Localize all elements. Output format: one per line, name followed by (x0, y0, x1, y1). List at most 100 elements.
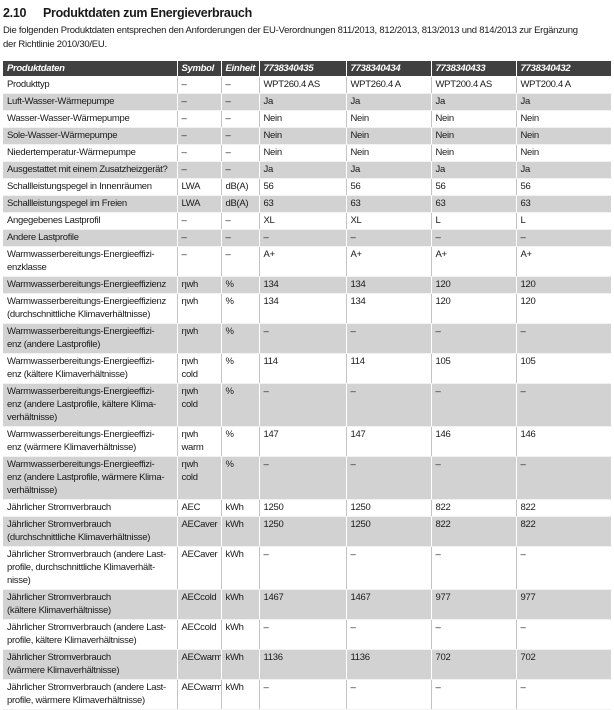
table-row: Warmwasserbereitungs-Energieeffizienz (d… (3, 293, 611, 324)
symbol-cell: AECwarm (176, 679, 221, 710)
symbol-cell: – (176, 76, 221, 94)
symbol-cell: ηwh cold (176, 456, 221, 500)
value-cell: 56 (345, 178, 431, 196)
row-label-cell: Andere Lastprofile (3, 229, 177, 247)
symbol-cell: – (176, 212, 221, 230)
value-cell: – (430, 323, 516, 354)
value-cell: 63 (515, 195, 611, 213)
value-cell: Nein (515, 144, 611, 162)
unit-cell: kWh (220, 589, 259, 620)
table-row: Warmwasserbereitungs-Energieeffizi- enz … (3, 383, 611, 427)
value-cell: 120 (515, 276, 611, 294)
symbol-cell: ηwh cold (176, 353, 221, 384)
value-cell: 822 (430, 499, 516, 517)
unit-cell: – (220, 76, 259, 94)
value-cell: – (258, 383, 346, 427)
unit-cell: kWh (220, 679, 259, 710)
symbol-cell: LWA (176, 178, 221, 196)
value-cell: Nein (258, 127, 346, 145)
column-header-symbol: Symbol (176, 60, 221, 77)
value-cell: – (258, 546, 346, 590)
value-cell: – (345, 546, 431, 590)
symbol-cell: AECwarm (176, 649, 221, 680)
value-cell: 146 (515, 426, 611, 457)
value-cell: WPT200.4 A (515, 76, 611, 94)
value-cell: Nein (345, 110, 431, 128)
value-cell: 56 (515, 178, 611, 196)
value-cell: 147 (258, 426, 346, 457)
value-cell: 56 (430, 178, 516, 196)
value-cell: – (515, 679, 611, 710)
row-label-cell: Produkttyp (3, 76, 177, 94)
value-cell: 146 (430, 426, 516, 457)
value-cell: 1250 (345, 499, 431, 517)
value-cell: Nein (515, 127, 611, 145)
value-cell: 120 (515, 293, 611, 324)
unit-cell: % (220, 276, 259, 294)
row-label-cell: Schallleistungspegel in Innenräumen (3, 178, 177, 196)
value-cell: Nein (430, 110, 516, 128)
table-row: Sole-Wasser-Wärmepumpe – – Nein Nein Nei… (3, 127, 611, 145)
value-cell: Ja (515, 93, 611, 111)
value-cell: 822 (515, 516, 611, 547)
value-cell: WPT260.4 AS (258, 76, 346, 94)
symbol-cell: – (176, 93, 221, 111)
table-row: Jährlicher Stromverbrauch (andere Last- … (3, 679, 611, 710)
value-cell: Ja (430, 93, 516, 111)
unit-cell: – (220, 212, 259, 230)
value-cell: 1136 (258, 649, 346, 680)
table-row: Produkttyp – – WPT260.4 AS WPT260.4 A WP… (3, 76, 611, 94)
value-cell: – (430, 456, 516, 500)
value-cell: 1250 (258, 516, 346, 547)
value-cell: – (345, 383, 431, 427)
intro-text: Die folgenden Produktdaten entsprechen d… (3, 25, 578, 50)
value-cell: Ja (258, 161, 346, 179)
value-cell: – (430, 229, 516, 247)
row-label-cell: Jährlicher Stromverbrauch (andere Last- … (3, 619, 177, 650)
value-cell: 702 (430, 649, 516, 680)
value-cell: 977 (515, 589, 611, 620)
row-label-cell: Warmwasserbereitungs-Energieeffizi- enz … (3, 456, 177, 500)
value-cell: L (430, 212, 516, 230)
row-label-cell: Warmwasserbereitungs-Energieeffizi- enz … (3, 383, 177, 427)
table-row: Warmwasserbereitungs-Energieeffizienz ηw… (3, 276, 611, 294)
symbol-cell: ηwh cold (176, 383, 221, 427)
table-row: Jährlicher Stromverbrauch (andere Last- … (3, 546, 611, 590)
row-label-cell: Sole-Wasser-Wärmepumpe (3, 127, 177, 145)
value-cell: WPT260.4 A (345, 76, 431, 94)
value-cell: – (430, 619, 516, 650)
symbol-cell: AEC (176, 499, 221, 517)
value-cell: 147 (345, 426, 431, 457)
row-label-cell: Schallleistungspegel im Freien (3, 195, 177, 213)
table-row: Schallleistungspegel in Innenräumen LWA … (3, 178, 611, 196)
value-cell: 63 (345, 195, 431, 213)
value-cell: 1250 (258, 499, 346, 517)
row-label-cell: Niedertemperatur-Wärmepumpe (3, 144, 177, 162)
value-cell: – (515, 546, 611, 590)
value-cell: 120 (430, 276, 516, 294)
value-cell: 1467 (258, 589, 346, 620)
unit-cell: kWh (220, 516, 259, 547)
column-header-produktdaten: Produktdaten (3, 60, 177, 77)
value-cell: – (515, 456, 611, 500)
value-cell: – (515, 619, 611, 650)
table-row: Jährlicher Stromverbrauch (durchschnittl… (3, 516, 611, 547)
value-cell: 822 (515, 499, 611, 517)
column-header-einheit: Einheit (220, 60, 259, 77)
table-row: Angegebenes Lastprofil – – XL XL L L (3, 212, 611, 230)
table-row: Wasser-Wasser-Wärmepumpe – – Nein Nein N… (3, 110, 611, 128)
row-label-cell: Warmwasserbereitungs-Energieeffizienz (3, 276, 177, 294)
unit-cell: % (220, 383, 259, 427)
value-cell: A+ (345, 246, 431, 277)
unit-cell: – (220, 161, 259, 179)
value-cell: – (258, 229, 346, 247)
table-row: Jährlicher Stromverbrauch (kältere Klima… (3, 589, 611, 620)
value-cell: 822 (430, 516, 516, 547)
row-label-cell: Jährlicher Stromverbrauch (kältere Klima… (3, 589, 177, 620)
value-cell: 134 (345, 276, 431, 294)
value-cell: 63 (258, 195, 346, 213)
symbol-cell: AECcold (176, 619, 221, 650)
value-cell: – (430, 546, 516, 590)
symbol-cell: AECaver (176, 546, 221, 590)
row-label-cell: Warmwasserbereitungs-Energieeffizi- enz … (3, 426, 177, 457)
